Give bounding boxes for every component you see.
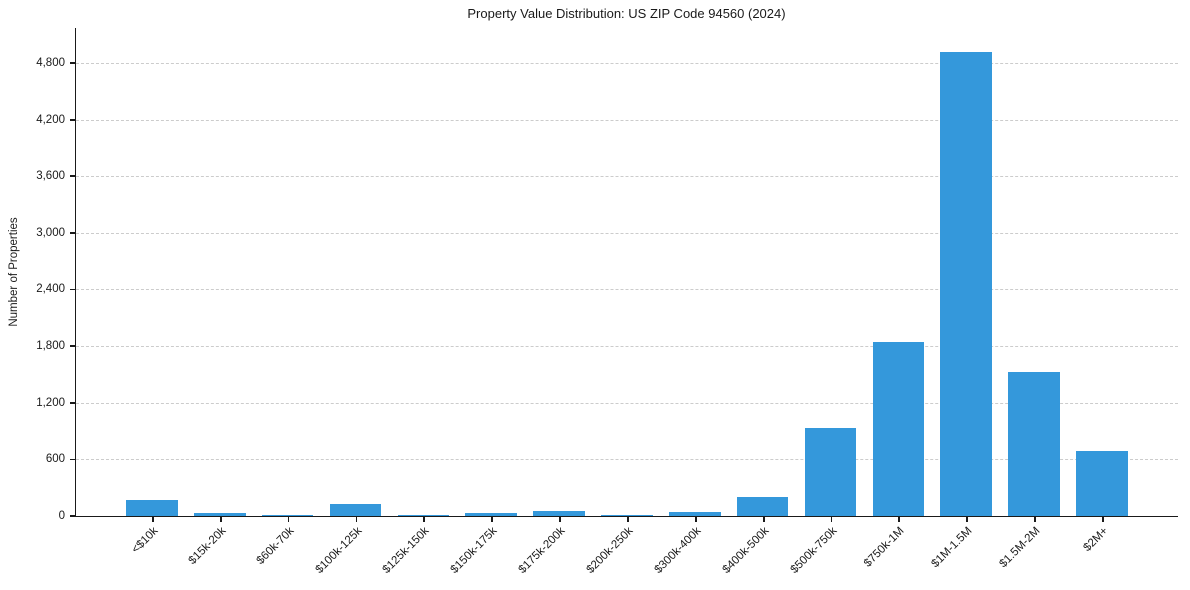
x-axis-tick: [1102, 516, 1104, 522]
y-tick-label: 1,200: [36, 396, 65, 409]
x-axis-tick: [1034, 516, 1036, 522]
y-axis-tick: [70, 118, 76, 121]
y-axis-tick: [70, 62, 76, 64]
x-axis-tick: [898, 516, 901, 522]
bar: [397, 515, 450, 516]
bar-slot: [729, 28, 797, 516]
x-axis-tick: [966, 516, 969, 522]
x-axis-tick: [559, 516, 561, 522]
y-tick-label: 2,400: [36, 283, 65, 296]
bar: [601, 514, 653, 516]
bar-slot: [254, 28, 322, 516]
x-tick-label: $750k-1M: [862, 525, 907, 570]
bar-slot: [118, 28, 186, 516]
x-axis-tick: [694, 516, 697, 522]
bar: [736, 497, 789, 516]
x-tick-label: $1M-1.5M: [929, 525, 975, 571]
x-tick-label: $125k-150k: [380, 525, 432, 576]
bar-slot: [322, 28, 390, 516]
y-axis-tick: [70, 345, 76, 348]
plot-area: 0 600 1,200 1,800 2,400 3,000 3,600 4,200 4,800 <…: [36, 28, 1178, 576]
bar-slot: [525, 28, 593, 516]
x-axis-tick: [762, 516, 765, 522]
bars-container: [76, 28, 1178, 516]
x-tick-label: $15k-20k: [186, 525, 229, 567]
gridline: [76, 289, 1178, 291]
x-tick-label: $500k-750k: [788, 525, 840, 576]
bar: [940, 51, 993, 516]
bar-slot: [661, 28, 729, 516]
x-tick-label: $100k-125k: [313, 525, 365, 576]
x-axis-tick: [491, 516, 494, 522]
bar: [126, 500, 178, 516]
bar-slot: [1068, 28, 1136, 516]
x-tick-label: $200k-250k: [584, 525, 636, 576]
y-axis-label: Number of Properties: [8, 217, 20, 327]
y-tick-label: 0: [58, 510, 65, 522]
bar-slot: [1000, 28, 1068, 516]
bar-slot: [389, 28, 457, 516]
y-tick-label: 4,200: [36, 113, 65, 126]
bar-slot: [932, 28, 1000, 516]
x-tick-label: $2M+: [1081, 525, 1111, 555]
x-axis-tick: [151, 516, 154, 522]
y-axis-tick: [70, 515, 76, 517]
bar-slot: [797, 28, 865, 516]
bar: [1008, 372, 1060, 516]
y-tick-label: 3,600: [36, 170, 65, 183]
bar: [533, 511, 585, 516]
x-tick-label: $400k-500k: [720, 525, 772, 576]
gridline: [76, 232, 1178, 234]
y-tick-label: 1,800: [36, 340, 65, 353]
bar-slot: [593, 28, 661, 516]
x-axis-tick: [423, 516, 426, 522]
x-tick-label: $60k-70k: [254, 525, 297, 567]
y-axis-tick: [70, 401, 76, 404]
x-axis-tick: [627, 516, 629, 522]
bar: [1076, 451, 1128, 516]
bar: [872, 342, 925, 516]
y-tick-label: 600: [45, 453, 65, 466]
y-tick-label: 4,800: [36, 56, 65, 69]
bar: [804, 427, 857, 516]
gridline: [76, 346, 1178, 348]
x-tick-label: $1.5M-2M: [997, 525, 1043, 571]
bar: [465, 512, 517, 516]
x-axis-tick: [355, 516, 358, 522]
x-tick-label: $300k-400k: [652, 525, 704, 576]
x-axis-tick: [287, 516, 290, 522]
bar-slot: [864, 28, 932, 516]
y-axis-tick: [70, 175, 76, 178]
gridline: [76, 119, 1178, 121]
x-tick-label: $150k-175k: [448, 525, 500, 576]
bar-slot: [186, 28, 254, 516]
gridline: [76, 459, 1178, 461]
bar: [194, 512, 246, 516]
gridline: [76, 402, 1178, 404]
chart-title: Property Value Distribution: US ZIP Code…: [467, 6, 786, 21]
bar: [261, 514, 314, 516]
x-tick-label: <$10k: [129, 525, 161, 556]
y-axis-tick: [70, 232, 76, 234]
y-tick-label: 3,000: [36, 226, 65, 239]
x-axis-tick: [219, 516, 222, 522]
x-axis-tick: [830, 516, 833, 522]
bar: [329, 504, 382, 516]
gridline: [76, 62, 1178, 64]
bar: [669, 511, 721, 516]
y-axis-tick: [70, 288, 76, 291]
x-tick-label: $175k-200k: [516, 525, 568, 576]
gridline: [76, 176, 1178, 178]
bar-slot: [457, 28, 525, 516]
y-axis-tick: [70, 458, 76, 461]
